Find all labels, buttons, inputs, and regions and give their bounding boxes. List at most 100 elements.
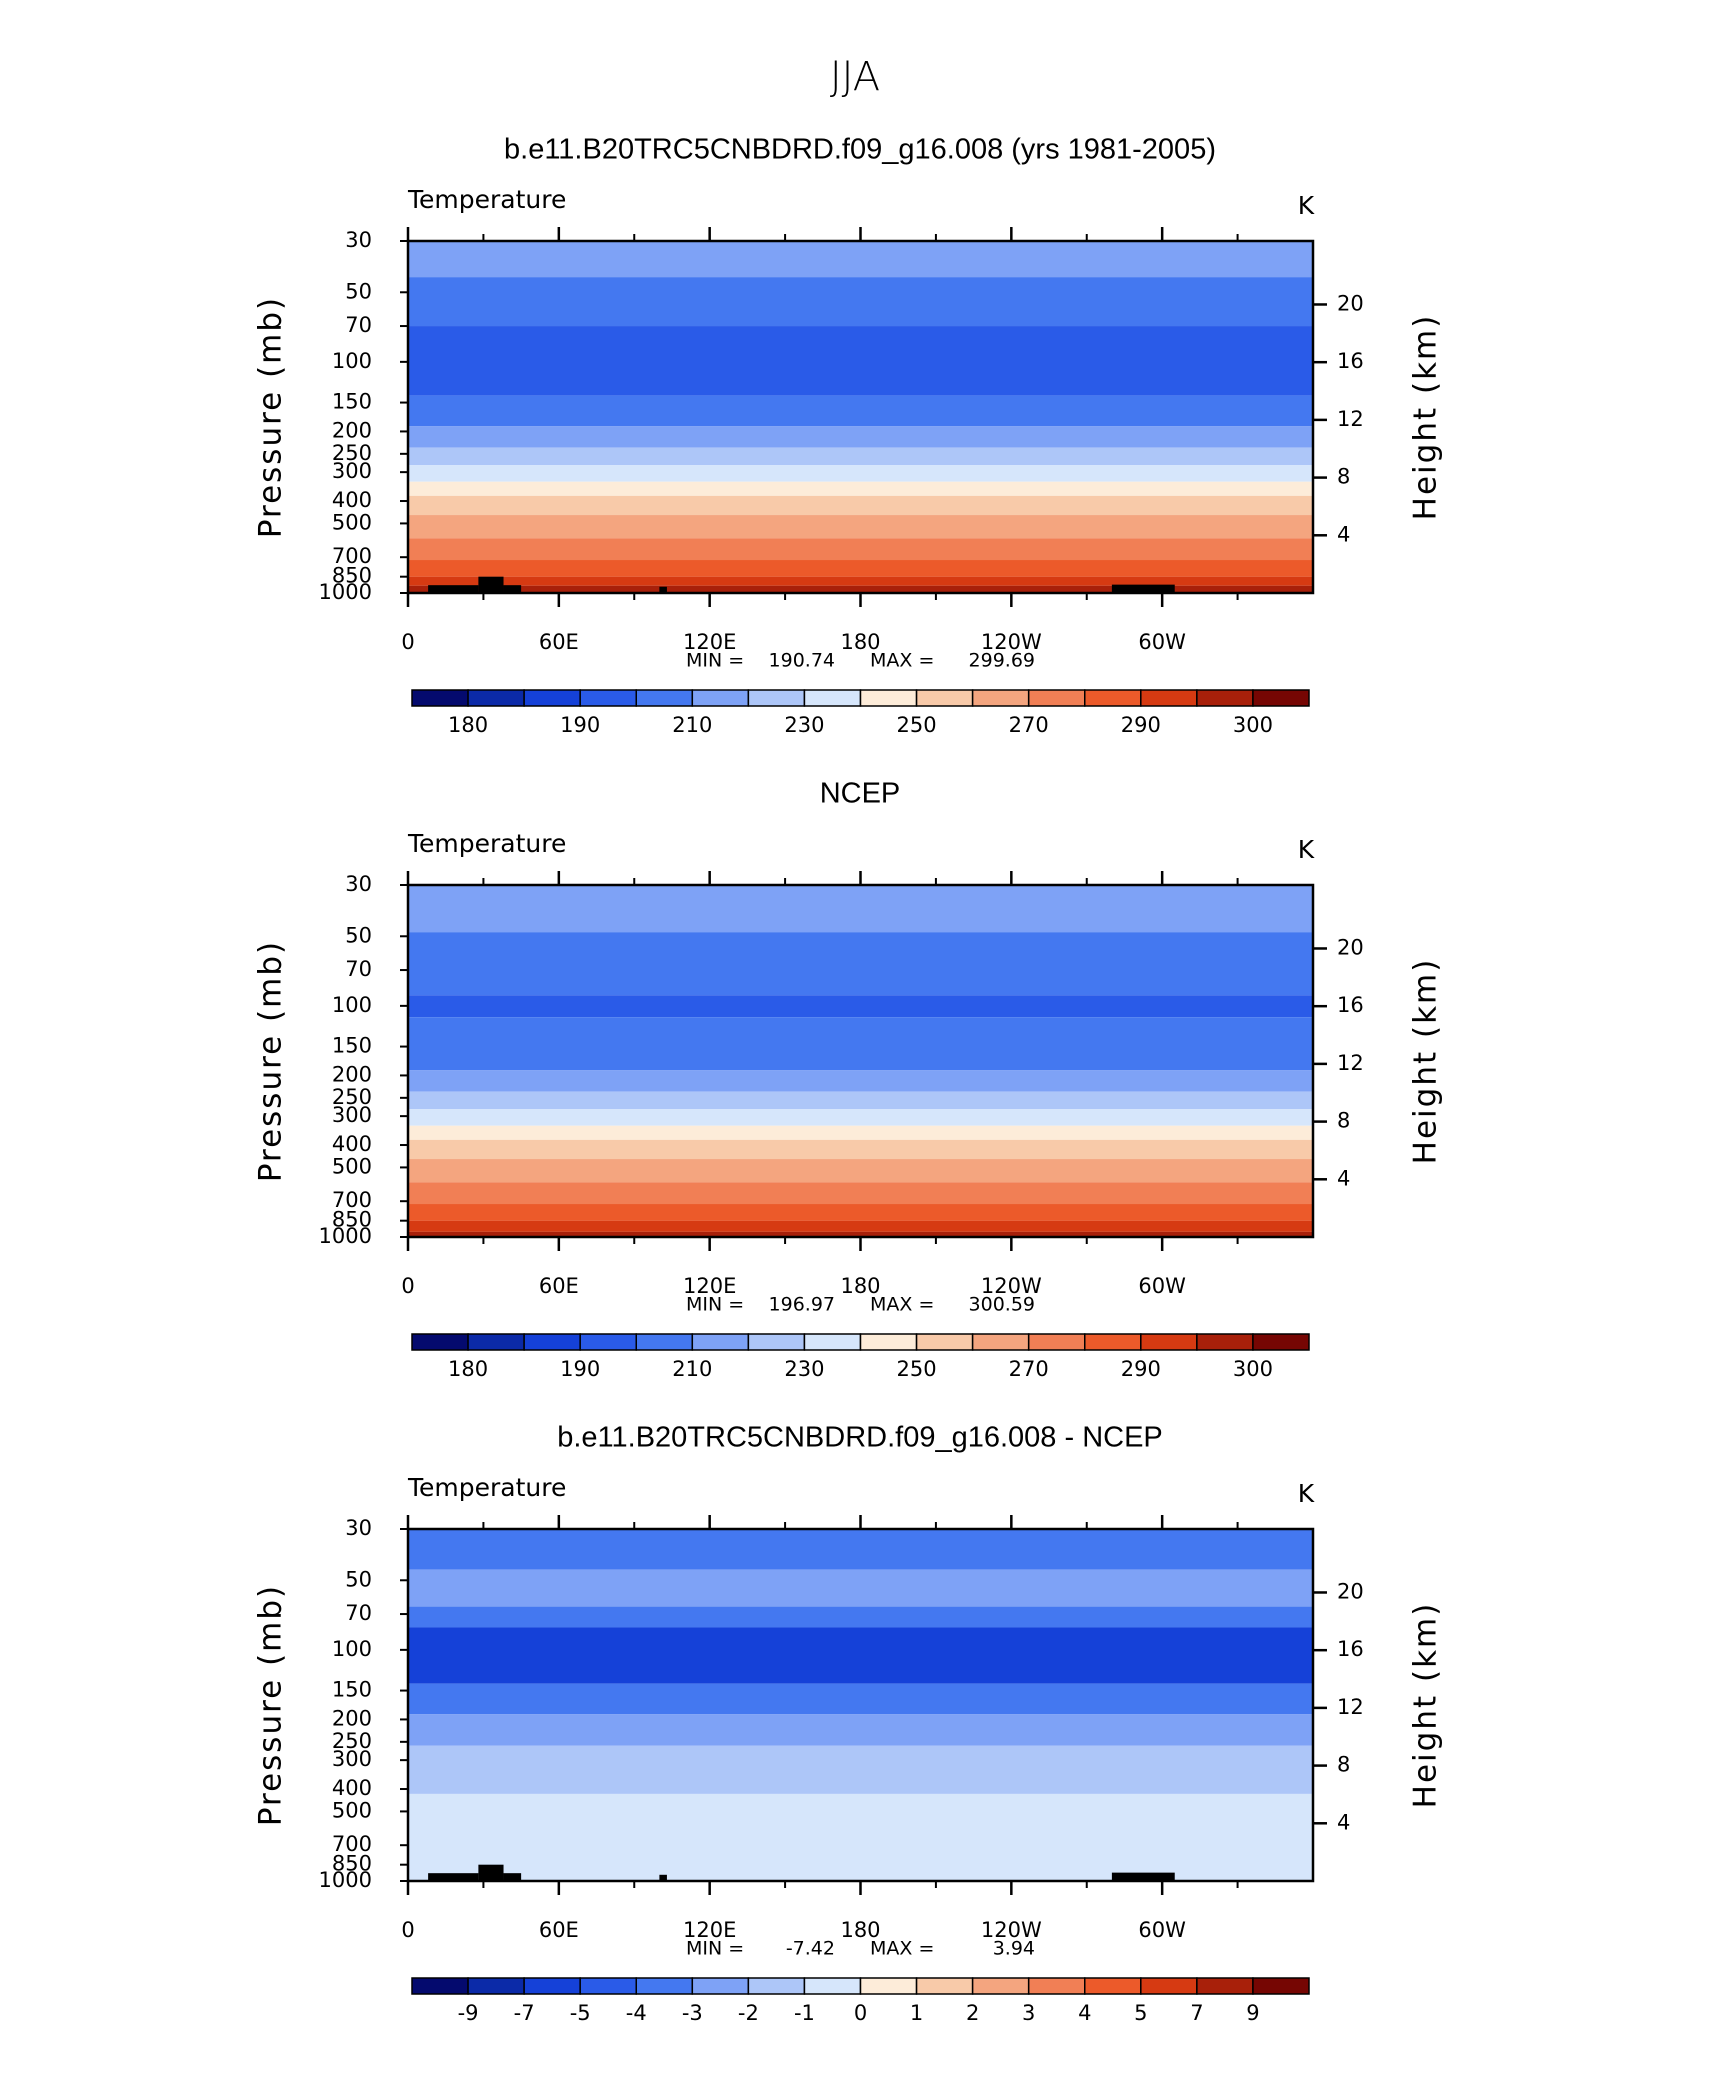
y-tick-label: 400 [332,488,372,512]
colorbar-label: -7 [514,2001,535,2025]
colorbar-box [579,1977,637,1995]
colorbar-box [635,1977,694,1995]
land-mask [428,1873,479,1881]
y2-tick-label: 20 [1337,935,1364,959]
land-mask [478,576,504,593]
y2-tick-label: 8 [1337,1753,1350,1777]
colorbar-box [747,1977,806,1995]
y-tick-label: 100 [332,993,372,1017]
x-tick-label: 60E [539,1274,579,1298]
y-tick-label: 700 [332,1188,372,1212]
min-value: -7.42 [786,1938,835,1960]
colorbar-label: -2 [738,2001,759,2025]
colorbar-box [467,1333,525,1351]
x-tick-label: 60W [1138,1274,1186,1298]
colorbar-label: 250 [897,713,937,737]
colorbar-label: 230 [784,713,824,737]
colorbar-box [747,689,806,707]
contour-band [408,576,1313,586]
colorbar-label: 180 [448,713,488,737]
contour-band [408,1017,1313,1071]
y2-tick-label: 20 [1337,291,1364,315]
contour-band [408,395,1313,427]
colorbar-label: 210 [672,1357,712,1381]
y-axis-label: Pressure (mb) [253,1584,289,1826]
colorbar-box [467,1977,525,1995]
x-tick-label: 0 [401,1274,414,1298]
contour-band [408,1606,1313,1628]
y-tick-label: 1000 [319,1868,372,1892]
colorbar-box [1196,1333,1254,1351]
x-tick-label: 180 [840,1918,880,1942]
colorbar-box [859,1977,918,1995]
colorbar-box [915,689,974,707]
y-tick-label: 700 [332,1832,372,1856]
y-tick-label: 200 [332,418,372,442]
colorbar-box [691,1333,750,1351]
colorbar-box [411,689,469,707]
y-tick-label: 200 [332,1062,372,1086]
contour-band [408,426,1313,448]
colorbar-box [803,1977,862,1995]
colorbar-box [1252,689,1310,707]
y-tick-label: 850 [332,1208,372,1232]
y-tick-label: 70 [345,1601,372,1625]
min-label: MIN = [686,1294,744,1316]
left-label: Temperature [407,829,566,858]
colorbar-box [1196,689,1254,707]
y-tick-label: 1000 [319,580,372,604]
colorbar-label: 9 [1246,2001,1259,2025]
contour-band [408,1070,1313,1092]
contour-band [408,1529,1313,1570]
y-tick-label: 50 [345,279,372,303]
colorbar-box [1084,1977,1142,1995]
x-tick-label: 120E [683,1274,736,1298]
colorbar-label: 270 [1009,1357,1049,1381]
y2-axis-label: Height (km) [1408,1602,1444,1809]
colorbar-label: -3 [682,2001,703,2025]
y-tick-label: 850 [332,1852,372,1876]
land-mask [659,1874,667,1881]
max-value: 3.94 [993,1938,1035,1960]
contour-band [408,1627,1313,1684]
y2-axis-label: Height (km) [1408,314,1444,521]
y2-tick-label: 16 [1337,349,1364,373]
x-tick-label: 120E [683,1918,736,1942]
contour-band [408,560,1313,577]
y-tick-label: 300 [332,459,372,483]
colorbar-box [579,1333,637,1351]
contour-band [408,1204,1313,1221]
colorbar-label: 290 [1121,1357,1161,1381]
contour-band [408,1569,1313,1607]
colorbar-box [1027,1333,1086,1351]
contour-band [408,1091,1313,1110]
colorbar-box [1252,1977,1310,1995]
y2-tick-label: 12 [1337,1695,1364,1719]
colorbar-box [523,1333,581,1351]
contour-band [408,1793,1313,1881]
y2-tick-label: 12 [1337,1051,1364,1075]
x-tick-label: 120W [981,630,1042,654]
colorbar-box [1027,689,1086,707]
min-value: 196.97 [769,1294,835,1316]
y-tick-label: 30 [345,228,372,252]
right-label: K [1298,835,1315,864]
x-tick-label: 120W [981,1918,1042,1942]
y-tick-label: 50 [345,923,372,947]
panel-title: NCEP [820,778,901,810]
max-value: 299.69 [969,650,1035,672]
contour-band [408,1182,1313,1205]
y-tick-label: 400 [332,1776,372,1800]
contour-band [408,241,1313,278]
colorbar-box [411,1977,469,1995]
y2-tick-label: 4 [1337,1810,1350,1834]
right-label: K [1298,191,1315,220]
y2-axis-label: Height (km) [1408,958,1444,1165]
colorbar-label: 2 [966,2001,979,2025]
x-tick-label: 60E [539,630,579,654]
y-tick-label: 700 [332,544,372,568]
colorbar-box [1252,1333,1310,1351]
colorbar-box [915,1977,974,1995]
colorbar-box [971,689,1030,707]
